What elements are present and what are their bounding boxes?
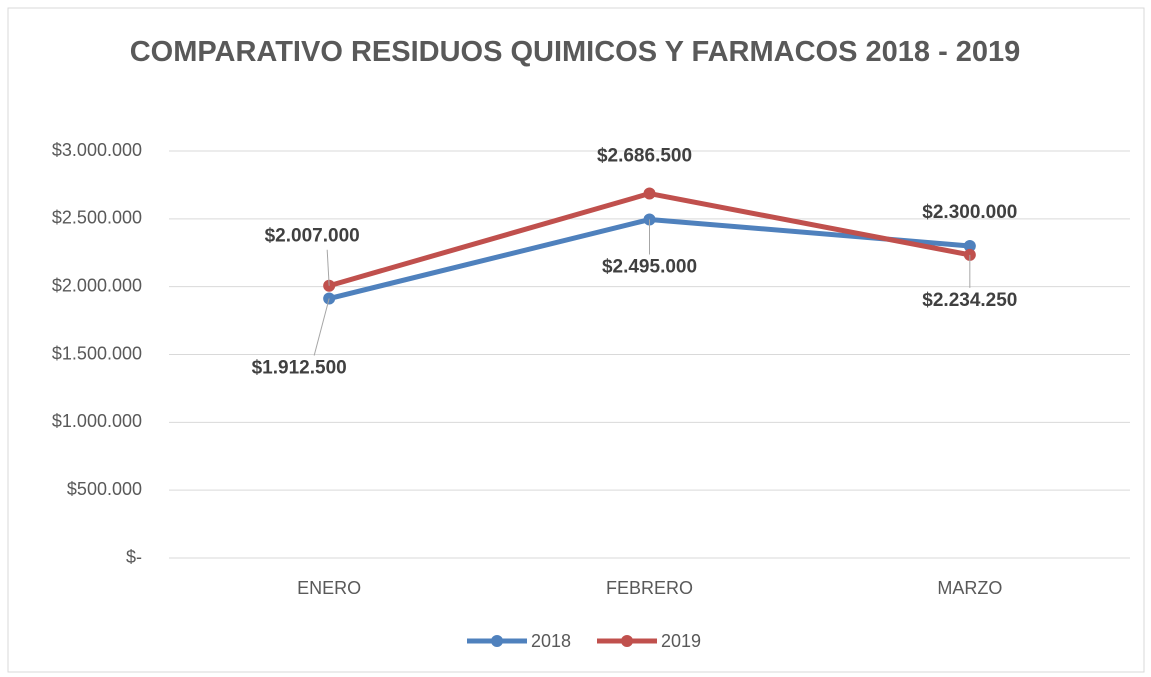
data-label: $2.686.500 [597,146,692,167]
y-tick-label: $2.000.000 [52,275,142,295]
data-point [643,187,656,200]
x-tick-label: ENERO [297,578,361,598]
chart-title: COMPARATIVO RESIDUOS QUIMICOS Y FARMACOS… [129,36,1021,68]
data-label: $2.300.000 [922,202,1017,223]
data-label: $1.912.500 [252,358,347,379]
data-label: $2.007.000 [265,226,360,247]
data-label: $2.234.250 [922,290,1017,311]
data-label: $2.495.000 [602,257,697,278]
data-point [963,239,976,252]
y-tick-label: $1.000.000 [52,411,142,431]
legend-marker [491,635,503,647]
chart-border [7,7,1145,673]
y-tick-label: $3.000.000 [52,140,142,160]
x-tick-label: FEBRERO [606,578,693,598]
legend-marker [621,635,633,647]
legend-label: 2019 [661,631,701,651]
y-tick-label: $- [126,547,142,567]
legend-label: 2018 [531,631,571,651]
leader-line [313,298,330,356]
y-tick-label: $1.500.000 [52,343,142,363]
x-tick-label: MARZO [937,578,1002,598]
y-tick-label: $2.500.000 [52,208,142,228]
leader-line [326,249,330,286]
y-tick-label: $500.000 [67,479,142,499]
